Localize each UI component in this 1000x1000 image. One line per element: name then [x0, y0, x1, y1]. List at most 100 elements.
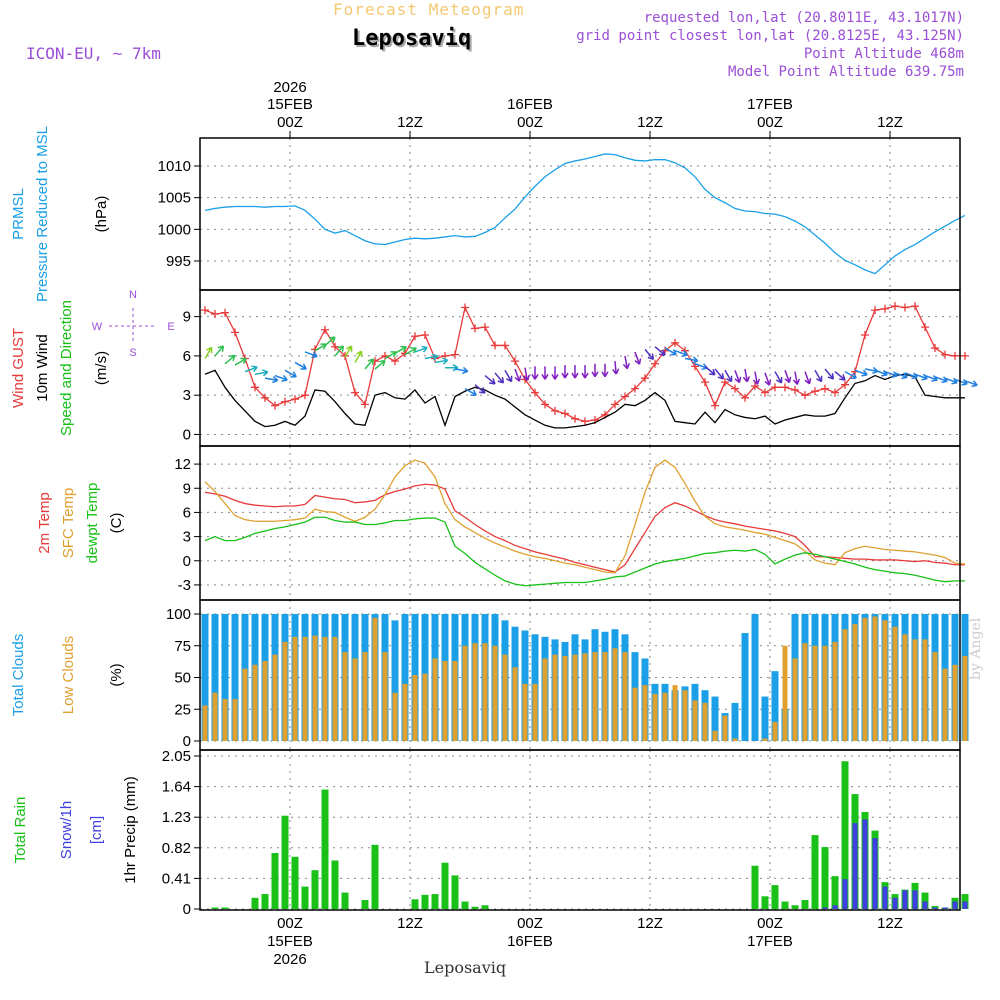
- y-tick-label: 3: [183, 529, 191, 546]
- gust-marker: [201, 306, 209, 315]
- bar-low-clouds: [732, 738, 738, 741]
- gust-marker: [551, 406, 559, 415]
- compass-cross: [109, 308, 157, 344]
- bar-low-clouds: [622, 652, 628, 741]
- wind-arrow: [404, 347, 417, 356]
- wind-arrow: [894, 372, 908, 380]
- gust-marker: [831, 388, 839, 397]
- gust-marker: [481, 323, 489, 332]
- bar-snow-1h: [852, 823, 858, 909]
- wind-arrow: [484, 374, 496, 385]
- gust-marker: [291, 395, 299, 404]
- bar-low-clouds: [392, 692, 398, 741]
- y-tick-label: 6: [183, 348, 191, 365]
- bar-low-clouds: [722, 715, 728, 741]
- gust-marker: [651, 359, 659, 368]
- wind-arrow: [551, 366, 559, 380]
- bar-total-rain: [371, 844, 379, 909]
- bar-total-rain: [421, 894, 429, 909]
- gust-marker: [751, 382, 759, 391]
- bar-low-clouds: [662, 692, 668, 741]
- gust-marker: [221, 308, 229, 317]
- bar-low-clouds: [352, 658, 358, 741]
- bar-low-clouds: [522, 683, 528, 741]
- gust-marker: [881, 304, 889, 313]
- wind-arrow: [414, 345, 428, 353]
- bar-low-clouds: [482, 643, 488, 741]
- wind-arrow: [612, 361, 620, 375]
- bar-snow-1h: [872, 838, 878, 909]
- bar-low-clouds: [912, 639, 918, 741]
- top-time-label: 00Z: [517, 114, 543, 131]
- requested-coords: requested lon,lat (20.8011E, 43.1017N): [643, 10, 964, 26]
- y-tick-label: 995: [166, 253, 191, 270]
- bar-snow-1h: [962, 901, 968, 909]
- gust-marker: [961, 351, 969, 360]
- bottom-date-label: 16FEB: [507, 933, 553, 950]
- gust-marker: [631, 384, 639, 393]
- bar-low-clouds: [342, 652, 348, 741]
- y-tick-label: 0: [183, 901, 191, 918]
- bar-snow-1h: [942, 907, 948, 909]
- panel-label: Pressure Reduced to MSL: [34, 126, 51, 302]
- bar-low-clouds: [612, 648, 618, 741]
- bar-snow-1h: [842, 879, 848, 909]
- wind-arrow: [654, 346, 666, 356]
- bar-total-rain: [451, 875, 459, 909]
- gust-marker: [501, 341, 509, 350]
- bar-low-clouds: [862, 617, 868, 741]
- bar-total-rain: [271, 853, 279, 909]
- bar-low-clouds: [892, 626, 898, 741]
- y-tick-label: 100: [166, 606, 191, 623]
- bar-low-clouds: [502, 654, 508, 741]
- bar-low-clouds: [702, 702, 708, 741]
- gust-marker: [321, 325, 329, 334]
- panel-label: (hPa): [93, 196, 110, 233]
- wind-arrow: [784, 370, 792, 384]
- bar-low-clouds: [772, 721, 778, 741]
- wind-arrow: [664, 347, 677, 356]
- gust-marker: [761, 388, 769, 397]
- compass-s: S: [129, 347, 136, 359]
- wind-arrow: [234, 357, 247, 366]
- gust-marker: [261, 393, 269, 402]
- bar-low-clouds: [432, 658, 438, 741]
- gust-marker: [771, 383, 779, 392]
- bar-total-clouds: [761, 696, 769, 741]
- y-tick-label: 1.23: [162, 809, 191, 826]
- y-tick-label: 1.64: [162, 779, 191, 796]
- bar-low-clouds: [232, 699, 238, 741]
- bar-low-clouds: [582, 653, 588, 741]
- wind-arrow: [334, 345, 345, 357]
- bar-low-clouds: [872, 616, 878, 741]
- wind-arrow: [522, 367, 531, 381]
- top-date-label: 17FEB: [747, 96, 793, 113]
- y-tick-label: 9: [183, 309, 191, 326]
- wind-arrow: [394, 345, 407, 354]
- bottom-year-label: 2026: [273, 951, 306, 968]
- wind-arrow: [514, 368, 522, 382]
- panel-label: Low Clouds: [60, 636, 77, 714]
- wind-arrow: [294, 361, 307, 370]
- top-time-label: 00Z: [757, 114, 783, 131]
- bar-total-rain: [361, 900, 369, 909]
- wind-arrow: [601, 363, 609, 378]
- bottom-time-label: 00Z: [277, 915, 303, 932]
- panel-label: Wind GUST: [10, 328, 27, 408]
- gust-marker: [911, 302, 919, 311]
- top-time-label: 12Z: [397, 114, 423, 131]
- panel-frame: [199, 445, 961, 601]
- wind-arrow: [204, 346, 213, 359]
- gust-marker: [671, 338, 679, 347]
- gust-marker: [811, 387, 819, 396]
- gust-marker: [391, 357, 399, 366]
- panel-label: Snow/1h: [58, 801, 75, 859]
- bar-low-clouds: [532, 683, 538, 741]
- footer-place: Leposaviq: [424, 958, 507, 977]
- bar-low-clouds: [562, 655, 568, 741]
- bar-low-clouds: [692, 700, 698, 741]
- y-tick-label: 0.41: [162, 870, 191, 887]
- wind-arrow: [591, 363, 599, 378]
- wind-arrow: [844, 370, 857, 379]
- bar-low-clouds: [832, 641, 838, 741]
